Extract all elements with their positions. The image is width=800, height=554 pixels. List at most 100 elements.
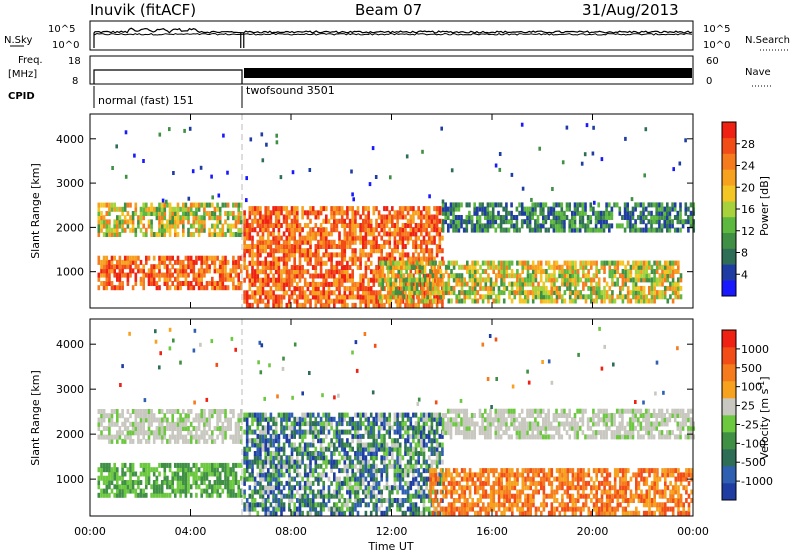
heatmap-cell <box>303 235 307 241</box>
heatmap-cell <box>168 202 172 208</box>
heatmap-cell <box>573 206 577 212</box>
heatmap-cell <box>338 412 341 418</box>
heatmap-cell <box>213 467 217 473</box>
heatmap-cell <box>346 302 349 308</box>
heatmap-cell <box>687 215 690 220</box>
heatmap-cell <box>380 459 383 465</box>
heatmap-cell <box>121 475 124 481</box>
heatmap-cell <box>396 214 399 220</box>
heatmap-cell <box>420 210 423 216</box>
heatmap-cell <box>367 286 370 292</box>
heatmap-cell <box>211 232 214 237</box>
heatmap-cell <box>232 413 235 419</box>
heatmap-cell <box>322 468 325 474</box>
heatmap-cell <box>319 425 323 431</box>
heatmap-cell <box>557 215 561 220</box>
heatmap-cell <box>468 215 471 220</box>
cpid-strip: CPID normal (fast) 151 twofsound 3501 <box>8 84 335 108</box>
heatmap-cell <box>280 244 283 249</box>
heatmap-cell <box>105 413 109 419</box>
heatmap-cell <box>391 218 394 224</box>
heatmap-cell <box>648 298 651 304</box>
heatmap-cell <box>460 281 464 287</box>
heatmap-cell <box>666 227 669 233</box>
heatmap-cell <box>129 264 132 270</box>
heatmap-cell <box>269 214 273 220</box>
heatmap-cell <box>322 429 325 435</box>
heatmap-cell <box>381 281 385 287</box>
heatmap-cell <box>327 298 331 304</box>
heatmap-cell <box>579 277 582 283</box>
heatmap-cell <box>145 413 148 419</box>
heatmap-cell <box>377 231 381 237</box>
heatmap-cell <box>335 459 339 465</box>
heatmap-cell <box>590 281 593 287</box>
heatmap-cell <box>563 273 567 279</box>
heatmap-cell <box>176 285 180 291</box>
heatmap-cell <box>644 215 648 220</box>
heatmap-cell <box>377 429 381 435</box>
heatmap-cell <box>314 290 318 296</box>
heatmap-cell <box>306 252 310 258</box>
heatmap-cell <box>123 488 127 494</box>
heatmap-cell <box>116 227 119 233</box>
heatmap-cell <box>282 451 286 456</box>
heatmap-cell <box>158 492 161 498</box>
heatmap-cell <box>216 467 219 473</box>
heatmap-cell <box>531 202 534 208</box>
heatmap-cell <box>523 210 527 216</box>
heatmap-cell <box>558 273 561 279</box>
heatmap-cell <box>259 455 262 461</box>
heatmap-cell <box>468 277 472 283</box>
heatmap-cell <box>479 273 482 279</box>
heatmap-cell <box>367 493 370 499</box>
heatmap-cell <box>303 489 307 495</box>
heatmap-cell <box>671 285 675 291</box>
heatmap-cell <box>671 206 674 212</box>
heatmap-cell <box>414 231 418 237</box>
heatmap-cell <box>261 446 265 452</box>
heatmap-cell <box>487 273 490 279</box>
heatmap-cell <box>253 298 257 304</box>
heatmap-cell <box>110 488 114 494</box>
heatmap-cell <box>139 219 143 225</box>
heatmap-cell <box>251 416 254 422</box>
heatmap-cell <box>438 218 442 224</box>
heatmap-cell <box>261 489 265 495</box>
heatmap-cell <box>354 214 357 220</box>
heatmap-cell <box>160 215 164 221</box>
heatmap-cell <box>110 467 114 473</box>
heatmap-cell <box>348 446 352 452</box>
heatmap-cell <box>489 219 492 225</box>
heatmap-cell <box>200 223 203 229</box>
heatmap-cell <box>216 492 219 498</box>
heatmap-cell <box>457 202 461 208</box>
heatmap-cell <box>632 285 635 291</box>
heatmap-cell <box>473 285 477 291</box>
heatmap-cell <box>274 298 278 304</box>
heatmap-cell <box>524 294 527 300</box>
heatmap-cell <box>330 480 333 486</box>
heatmap-cell <box>269 244 273 249</box>
heatmap-cell <box>322 286 325 292</box>
heatmap-cell <box>259 210 262 216</box>
heatmap-cell <box>401 421 405 427</box>
heatmap-cell <box>197 475 201 481</box>
heatmap-cell <box>520 202 524 208</box>
heatmap-cell <box>568 206 571 212</box>
heatmap-cell <box>499 202 503 208</box>
heatmap-cell <box>621 298 625 304</box>
heatmap-cell <box>187 426 190 431</box>
heatmap-cell <box>594 219 598 225</box>
heatmap-cell <box>296 294 299 300</box>
heatmap-cell <box>251 438 254 444</box>
heatmap-cell <box>237 272 240 278</box>
heatmap-cell <box>131 488 135 494</box>
heatmap-cell <box>489 223 492 229</box>
heatmap-cell <box>309 502 312 508</box>
heatmap-cell <box>123 259 127 265</box>
heatmap-cell <box>282 472 286 478</box>
heatmap-cell <box>367 463 370 469</box>
heatmap-cell <box>377 506 381 512</box>
heatmap-cell <box>218 276 222 282</box>
